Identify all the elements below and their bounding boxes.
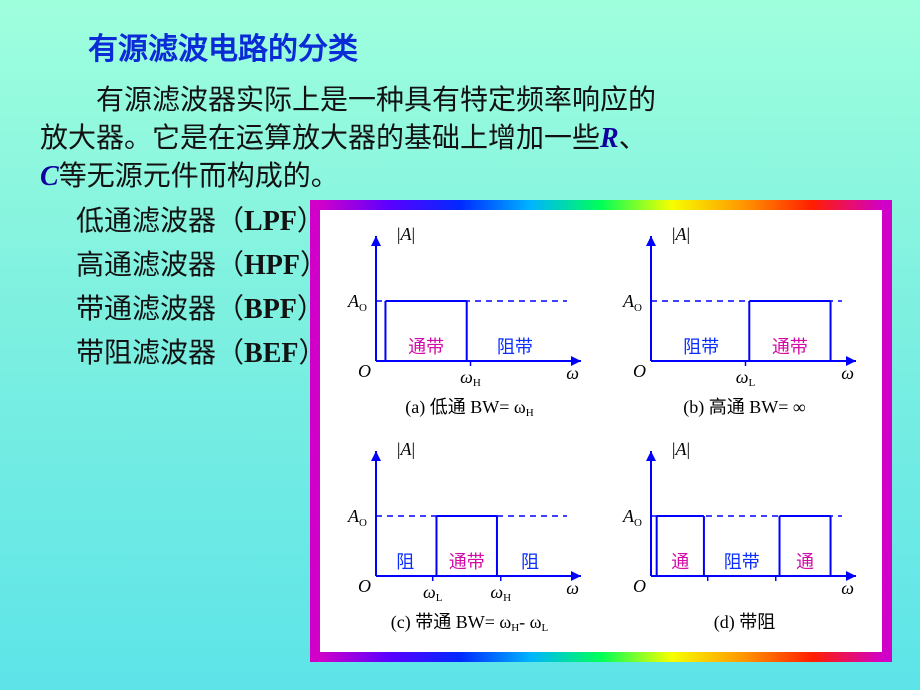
svg-text:(d) 带阻: (d) 带阻: [714, 612, 776, 633]
svg-text:通: 通: [796, 552, 814, 572]
sym-R: R: [600, 123, 619, 154]
svg-text:阻带: 阻带: [683, 337, 719, 357]
para-sep: 、: [619, 123, 647, 154]
svg-text:(a) 低通 BW= ωH: (a) 低通 BW= ωH: [405, 397, 533, 419]
svg-text:ωL: ωL: [736, 367, 756, 389]
svg-text:通带: 通带: [408, 337, 444, 357]
svg-text:|A|: |A|: [397, 224, 415, 244]
svg-text:ω: ω: [841, 363, 854, 383]
sym-C: C: [40, 161, 59, 192]
svg-text:ωH: ωH: [490, 582, 511, 604]
filter-label-zh: 带阻滤波器: [76, 338, 216, 369]
figure-frame: |A|AOOω通带阻带ωH(a) 低通 BW= ωH|A|AOOω阻带通带ωL(…: [310, 200, 892, 662]
svg-text:阻: 阻: [396, 552, 414, 572]
svg-text:ω: ω: [566, 578, 579, 598]
svg-text:阻: 阻: [521, 552, 539, 572]
para-line2a: 放大器。它是在运算放大器的基础上增加一些: [40, 123, 600, 154]
svg-text:AO: AO: [347, 291, 367, 314]
svg-text:ωL: ωL: [423, 582, 443, 604]
para-line3b: 等无源元件而构成的。: [59, 161, 339, 192]
svg-text:AO: AO: [622, 291, 642, 314]
slide-title: 有源滤波电路的分类: [88, 24, 888, 68]
svg-text:O: O: [358, 576, 371, 596]
svg-text:AO: AO: [347, 506, 367, 529]
figure-panels: |A|AOOω通带阻带ωH(a) 低通 BW= ωH|A|AOOω阻带通带ωL(…: [326, 216, 876, 646]
svg-text:通带: 通带: [449, 552, 485, 572]
svg-text:|A|: |A|: [672, 439, 690, 459]
svg-text:通带: 通带: [772, 337, 808, 357]
filter-label-zh: 低通滤波器: [76, 206, 216, 237]
para-line1: 有源滤波器实际上是一种具有特定频率响应的: [40, 85, 656, 116]
filter-label-zh: 带通滤波器: [76, 294, 216, 325]
filter-abbr: （BPF）: [216, 294, 325, 325]
paragraph: 有源滤波器实际上是一种具有特定频率响应的 放大器。它是在运算放大器的基础上增加一…: [40, 82, 888, 195]
svg-text:ω: ω: [841, 578, 854, 598]
svg-text:O: O: [633, 576, 646, 596]
svg-text:ω: ω: [566, 363, 579, 383]
chart-panel-b: |A| AO Oω 阻带 通带 ωL (b) 高通 BW= ∞: [601, 216, 876, 431]
chart-panel-a: |A| AO Oω 通带 阻带 ωH (a) 低通 BW= ωH: [326, 216, 601, 431]
svg-text:(c) 带通 BW= ωH- ωL: (c) 带通 BW= ωH- ωL: [391, 612, 549, 634]
filter-label-zh: 高通滤波器: [76, 250, 216, 281]
svg-text:阻带: 阻带: [724, 552, 760, 572]
svg-text:|A|: |A|: [397, 439, 415, 459]
svg-text:O: O: [358, 361, 371, 381]
svg-text:阻带: 阻带: [497, 337, 533, 357]
chart-panel-c: |A| AO Oω 阻 通带 阻 ωL ωH (c) 带通 BW= ωH- ωL: [326, 431, 601, 646]
chart-panel-d: |A| AO Oω 通 阻带 通 (d) 带阻: [601, 431, 876, 646]
svg-text:ωH: ωH: [460, 367, 481, 389]
svg-text:|A|: |A|: [672, 224, 690, 244]
svg-text:通: 通: [671, 552, 689, 572]
filter-abbr: （LPF）: [216, 206, 325, 237]
svg-text:O: O: [633, 361, 646, 381]
svg-text:AO: AO: [622, 506, 642, 529]
svg-text:(b) 高通 BW= ∞: (b) 高通 BW= ∞: [683, 397, 806, 418]
